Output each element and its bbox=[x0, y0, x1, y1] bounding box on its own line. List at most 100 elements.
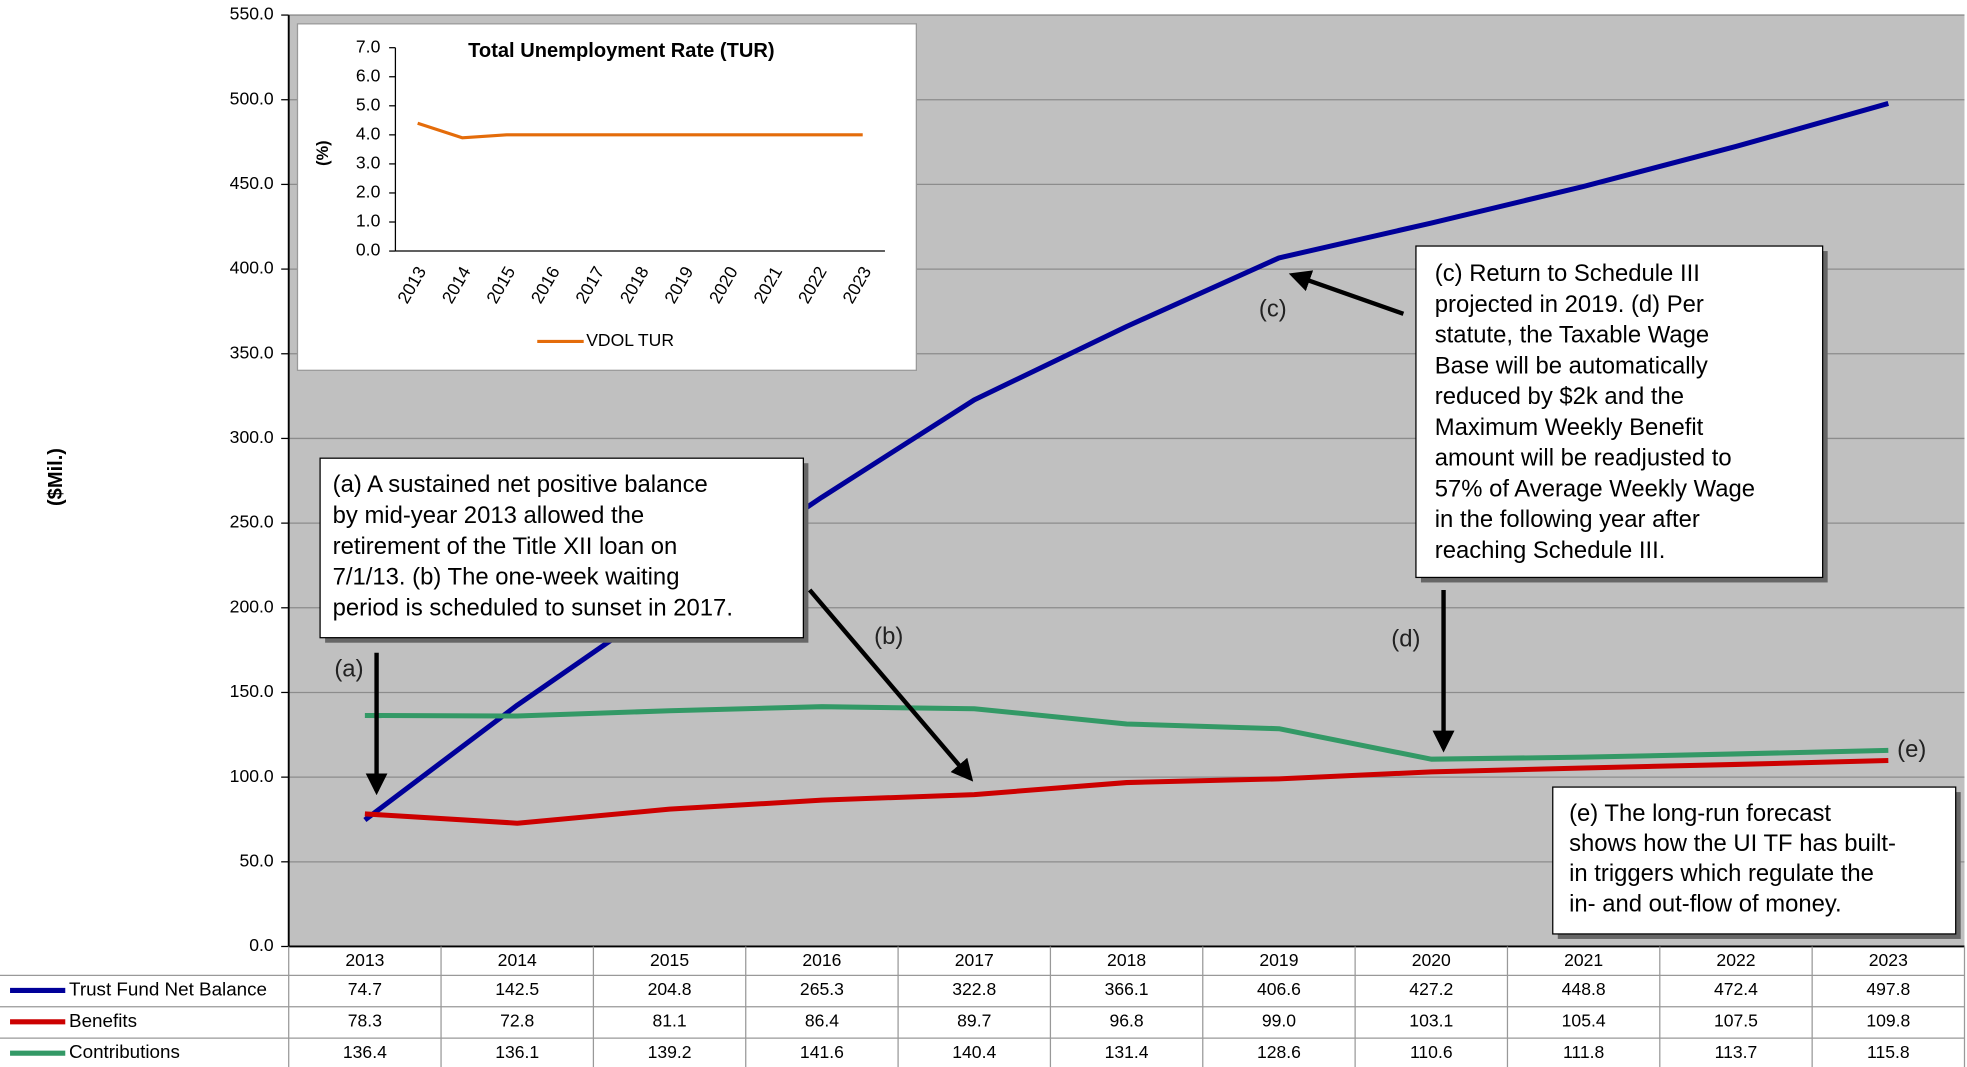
table-value: 265.3 bbox=[800, 979, 844, 999]
x-tick-label: 2022 bbox=[1716, 950, 1755, 970]
series-line bbox=[417, 121, 863, 140]
table-value: 99.0 bbox=[1262, 1010, 1296, 1030]
annotation-text: reaching Schedule III. bbox=[1435, 537, 1666, 564]
annotation-label: (a) bbox=[334, 656, 363, 683]
annotation-label: (d) bbox=[1391, 625, 1420, 652]
table-value: 427.2 bbox=[1409, 979, 1453, 999]
table-value: 103.1 bbox=[1409, 1010, 1453, 1030]
annotation-text: reduced by $2k and the bbox=[1435, 383, 1684, 410]
table-value: 497.8 bbox=[1866, 979, 1910, 999]
table-value: 204.8 bbox=[648, 979, 692, 999]
table-value: 322.8 bbox=[952, 979, 996, 999]
table-value: 72.8 bbox=[500, 1010, 534, 1030]
annotation-box bbox=[319, 457, 804, 639]
y-tick-label: 400.0 bbox=[230, 258, 274, 278]
y-tick-label: 50.0 bbox=[239, 850, 273, 870]
inset-y-label: (%) bbox=[314, 140, 332, 165]
annotation-text: Base will be automatically bbox=[1435, 352, 1708, 379]
y-tick-label: 150.0 bbox=[230, 681, 274, 701]
annotation-label: (b) bbox=[874, 623, 903, 650]
table-value: 141.6 bbox=[800, 1042, 844, 1062]
annotation-text: in triggers which regulate the bbox=[1569, 860, 1874, 887]
annotation-text: 57% of Average Weekly Wage bbox=[1435, 475, 1755, 502]
inset-y-tick-label: 4.0 bbox=[356, 123, 381, 143]
table-value: 128.6 bbox=[1257, 1042, 1301, 1062]
table-value: 142.5 bbox=[495, 979, 539, 999]
table-value: 113.7 bbox=[1715, 1042, 1758, 1062]
table-value: 89.7 bbox=[957, 1010, 991, 1030]
x-tick-label: 2023 bbox=[1869, 950, 1908, 970]
arrows bbox=[365, 270, 1455, 796]
x-tick-label: 2017 bbox=[955, 950, 994, 970]
annotation-text: amount will be readjusted to bbox=[1435, 445, 1732, 472]
inset-y-tick-label: 5.0 bbox=[356, 94, 381, 114]
x-tick-label: 2014 bbox=[498, 950, 537, 970]
annotation-label: (c) bbox=[1259, 295, 1287, 322]
table-value: 115.8 bbox=[1867, 1042, 1910, 1062]
annotation-text: projected in 2019. (d) Per bbox=[1435, 291, 1704, 318]
legend-label: Contributions bbox=[69, 1041, 180, 1062]
series-line bbox=[364, 704, 1889, 762]
table-value: 140.4 bbox=[952, 1042, 996, 1062]
annotation-text: in the following year after bbox=[1435, 506, 1700, 533]
table-value: 472.4 bbox=[1714, 979, 1758, 999]
annotation-box bbox=[1552, 786, 1957, 935]
table-value: 136.4 bbox=[343, 1042, 387, 1062]
y-tick-label: 100.0 bbox=[230, 766, 274, 786]
inset-y-tick-label: 0.0 bbox=[356, 240, 381, 260]
inset-title: Total Unemployment Rate (TUR) bbox=[468, 40, 774, 62]
table-value: 74.7 bbox=[348, 979, 382, 999]
inset-y-tick-label: 1.0 bbox=[356, 211, 381, 231]
y-tick-label: 200.0 bbox=[230, 596, 274, 616]
annotation-text: (e) The long-run forecast bbox=[1569, 800, 1831, 827]
annotation-label: (e) bbox=[1897, 736, 1926, 763]
table-value: 96.8 bbox=[1110, 1010, 1144, 1030]
inset-frame bbox=[296, 23, 917, 371]
annotation-text: (a) A sustained net positive balance bbox=[333, 471, 708, 498]
annotation-text: statute, the Taxable Wage bbox=[1435, 322, 1709, 349]
legend-label: Benefits bbox=[69, 1010, 137, 1031]
table-value: 86.4 bbox=[805, 1010, 839, 1030]
table-value: 109.8 bbox=[1866, 1010, 1910, 1030]
annotation-text: retirement of the Title XII loan on bbox=[333, 533, 678, 560]
x-tick-label: 2013 bbox=[345, 950, 384, 970]
y-tick-label: 250.0 bbox=[230, 512, 274, 532]
table-value: 139.2 bbox=[648, 1042, 692, 1062]
y-tick-label: 500.0 bbox=[230, 88, 274, 108]
inset-y-tick-label: 2.0 bbox=[356, 182, 381, 202]
inset-y-tick-label: 7.0 bbox=[356, 36, 381, 56]
annotation-text: in- and out-flow of money. bbox=[1569, 890, 1842, 917]
legend-label: Trust Fund Net Balance bbox=[69, 978, 267, 999]
annotation-text: (c) Return to Schedule III bbox=[1435, 260, 1700, 287]
y-tick-label: 350.0 bbox=[230, 342, 274, 362]
table-value: 111.8 bbox=[1563, 1042, 1604, 1062]
annotation-text: Maximum Weekly Benefit bbox=[1435, 414, 1704, 441]
x-tick-label: 2019 bbox=[1259, 950, 1298, 970]
table-value: 406.6 bbox=[1257, 979, 1301, 999]
table-value: 448.8 bbox=[1562, 979, 1606, 999]
table-value: 136.1 bbox=[495, 1042, 539, 1062]
inset-y-tick-label: 6.0 bbox=[356, 65, 381, 85]
y-axis-label: ($Mil.) bbox=[45, 448, 67, 506]
annotation-text: by mid-year 2013 allowed the bbox=[333, 502, 644, 529]
annotation-text: 7/1/13. (b) The one-week waiting bbox=[333, 564, 680, 591]
inset-y-tick-label: 3.0 bbox=[356, 153, 381, 173]
table-value: 78.3 bbox=[348, 1010, 382, 1030]
x-tick-label: 2015 bbox=[650, 950, 689, 970]
table-value: 366.1 bbox=[1105, 979, 1149, 999]
x-tick-label: 2016 bbox=[802, 950, 841, 970]
x-tick-label: 2020 bbox=[1412, 950, 1451, 970]
table-value: 110.6 bbox=[1410, 1042, 1453, 1062]
annotation-box bbox=[1415, 245, 1824, 579]
x-tick-label: 2018 bbox=[1107, 950, 1146, 970]
y-tick-label: 450.0 bbox=[230, 173, 274, 193]
y-tick-label: 0.0 bbox=[249, 935, 274, 955]
y-tick-label: 550.0 bbox=[230, 4, 274, 24]
annotation-text: shows how the UI TF has built- bbox=[1569, 830, 1896, 857]
y-tick-label: 300.0 bbox=[230, 427, 274, 447]
inset-legend-label: VDOL TUR bbox=[586, 330, 674, 350]
table-value: 107.5 bbox=[1714, 1010, 1758, 1030]
table-value: 81.1 bbox=[652, 1010, 686, 1030]
